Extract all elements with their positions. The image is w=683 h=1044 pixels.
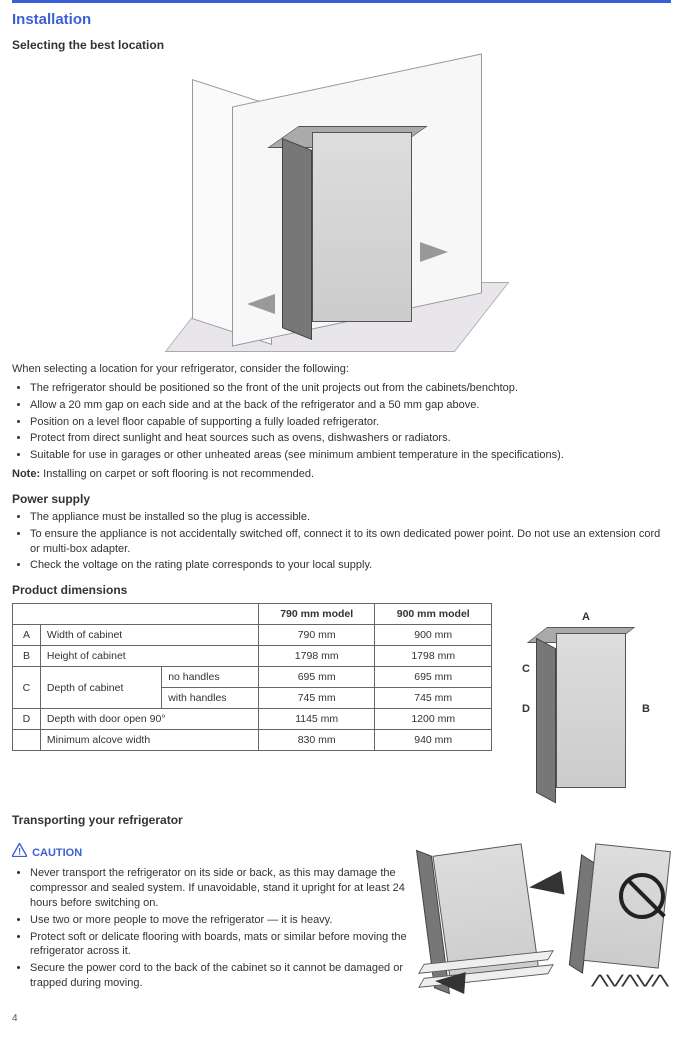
table-cell: D: [13, 709, 41, 730]
page-number: 4: [12, 1013, 671, 1024]
list-item: Protect soft or delicate flooring with b…: [30, 930, 431, 960]
dim-callout-c: C: [522, 663, 530, 675]
table-cell: 830 mm: [258, 730, 375, 751]
table-row: 790 mm model 900 mm model: [13, 604, 492, 625]
list-item: The refrigerator should be positioned so…: [30, 381, 671, 396]
arrow-icon: [527, 871, 564, 899]
caution-label: CAUTION: [32, 847, 82, 859]
table-cell: 695 mm: [375, 667, 492, 688]
table-cell: 940 mm: [375, 730, 492, 751]
list-item: Allow a 20 mm gap on each side and at th…: [30, 398, 671, 413]
list-item: Never transport the refrigerator on its …: [30, 866, 431, 911]
list-item: Protect from direct sunlight and heat so…: [30, 431, 671, 446]
table-cell: with handles: [162, 688, 259, 709]
table-header: 900 mm model: [375, 604, 492, 625]
table-cell: 1200 mm: [375, 709, 492, 730]
table-cell: 695 mm: [258, 667, 375, 688]
location-note: Note: Installing on carpet or soft floor…: [12, 467, 671, 482]
svg-text:!: !: [18, 847, 21, 857]
table-cell: Minimum alcove width: [40, 730, 258, 751]
list-item: Use two or more people to move the refri…: [30, 913, 431, 928]
list-item: Secure the power cord to the back of the…: [30, 961, 431, 991]
table-row: D Depth with door open 90° 1145 mm 1200 …: [13, 709, 492, 730]
transport-figure: ⋀⋁⋀⋁⋀: [441, 839, 671, 994]
table-row: B Height of cabinet 1798 mm 1798 mm: [13, 646, 492, 667]
dimensions-table: 790 mm model 900 mm model A Width of cab…: [12, 603, 492, 751]
table-row: C Depth of cabinet no handles 695 mm 695…: [13, 667, 492, 688]
table-cell: A: [13, 625, 41, 646]
section-title: Installation: [12, 11, 671, 28]
table-cell: Depth of cabinet: [40, 667, 161, 709]
table-cell: 745 mm: [375, 688, 492, 709]
table-row: Minimum alcove width 830 mm 940 mm: [13, 730, 492, 751]
table-cell: B: [13, 646, 41, 667]
location-bullets: The refrigerator should be positioned so…: [30, 381, 671, 463]
list-item: Check the voltage on the rating plate co…: [30, 558, 671, 573]
jagged-floor-icon: ⋀⋁⋀⋁⋀: [591, 972, 666, 988]
dimensions-heading: Product dimensions: [12, 583, 671, 597]
caution-heading: ! CAUTION: [12, 843, 431, 862]
power-heading: Power supply: [12, 492, 671, 506]
table-cell: 1798 mm: [258, 646, 375, 667]
arrow-icon: [434, 970, 465, 994]
dim-callout-d: D: [522, 703, 530, 715]
table-cell: 900 mm: [375, 625, 492, 646]
arrow-push-in-icon: [247, 294, 275, 314]
caution-bullets: Never transport the refrigerator on its …: [30, 866, 431, 991]
table-cell: 790 mm: [258, 625, 375, 646]
table-cell: 1798 mm: [375, 646, 492, 667]
table-cell: Height of cabinet: [40, 646, 258, 667]
table-header: [13, 604, 259, 625]
arrow-pull-out-icon: [420, 242, 448, 262]
dim-callout-b: B: [642, 703, 650, 715]
dim-callout-a: A: [582, 611, 590, 623]
list-item: Position on a level floor capable of sup…: [30, 415, 671, 430]
list-item: The appliance must be installed so the p…: [30, 510, 671, 525]
warning-triangle-icon: !: [12, 843, 27, 857]
header-rule: [12, 0, 671, 3]
table-cell: C: [13, 667, 41, 709]
prohibited-icon: [619, 873, 665, 919]
table-row: A Width of cabinet 790 mm 900 mm: [13, 625, 492, 646]
transport-heading: Transporting your refrigerator: [12, 813, 671, 827]
dimensions-figure: A B C D: [502, 603, 662, 803]
table-cell: [13, 730, 41, 751]
fridge-in-alcove-illustration: [192, 62, 492, 352]
note-label: Note:: [12, 468, 40, 480]
location-figure: [12, 62, 671, 352]
location-heading: Selecting the best location: [12, 38, 671, 52]
list-item: To ensure the appliance is not accidenta…: [30, 527, 671, 557]
power-bullets: The appliance must be installed so the p…: [30, 510, 671, 573]
location-intro: When selecting a location for your refri…: [12, 362, 671, 377]
note-text: Installing on carpet or soft flooring is…: [43, 468, 314, 480]
table-cell: Depth with door open 90°: [40, 709, 258, 730]
table-cell: no handles: [162, 667, 259, 688]
list-item: Suitable for use in garages or other unh…: [30, 448, 671, 463]
table-header: 790 mm model: [258, 604, 375, 625]
table-cell: 745 mm: [258, 688, 375, 709]
table-cell: 1145 mm: [258, 709, 375, 730]
table-cell: Width of cabinet: [40, 625, 258, 646]
